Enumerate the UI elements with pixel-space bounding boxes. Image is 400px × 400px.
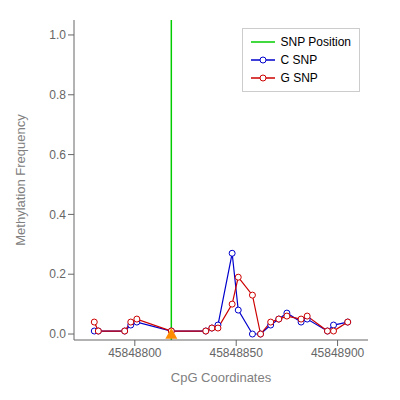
svg-text:45848900: 45848900 [311, 346, 365, 360]
svg-text:0.6: 0.6 [49, 148, 66, 162]
html-text:C SNP: C SNP [280, 53, 318, 67]
svg-text:0.2: 0.2 [49, 267, 66, 281]
html-text:G SNP: G SNP [280, 71, 318, 85]
svg-text:1.0: 1.0 [49, 28, 66, 42]
svg-text:Methylation Frequency: Methylation Frequency [13, 114, 28, 246]
svg-text:0.8: 0.8 [49, 88, 66, 102]
svg-text:CpG Coordinates: CpG Coordinates [171, 370, 272, 385]
svg-text:0.4: 0.4 [49, 208, 66, 222]
svg-text:45848850: 45848850 [210, 346, 264, 360]
svg-text:45848800: 45848800 [108, 346, 162, 360]
svg-text:0.0: 0.0 [49, 327, 66, 341]
html-text:SNP Position: SNP Position [280, 35, 351, 49]
